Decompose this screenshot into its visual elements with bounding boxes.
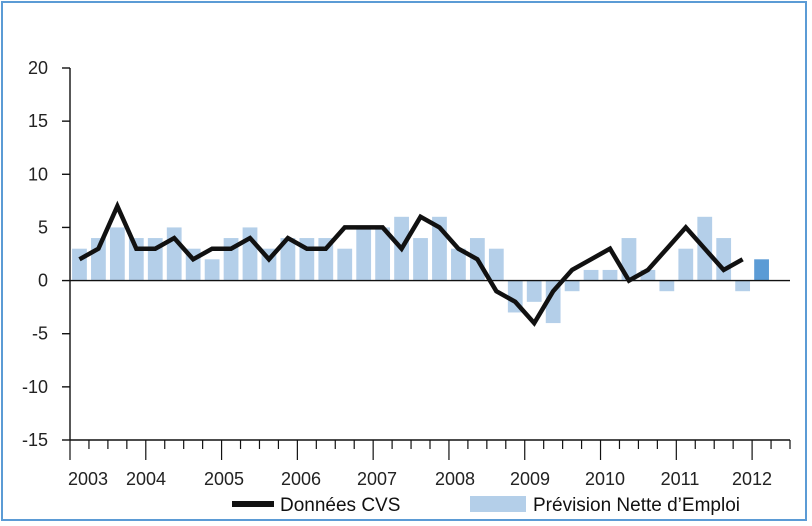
bar-prevision-37 — [754, 259, 769, 281]
x-year-label: 2010 — [585, 469, 625, 489]
bar-prevision-23 — [488, 248, 504, 281]
bar-series — [72, 216, 769, 324]
bar-prevision-31 — [640, 269, 656, 281]
bar-prevision-29 — [602, 269, 618, 281]
bar-prevision-21 — [451, 248, 466, 281]
x-year-label: 2008 — [435, 469, 475, 489]
y-tick-label: 0 — [38, 271, 48, 291]
y-tick-label: 5 — [38, 217, 48, 237]
x-year-label: 2003 — [68, 469, 108, 489]
y-tick-label: 10 — [28, 164, 48, 184]
y-tick-label: -5 — [32, 324, 48, 344]
legend-label-donnees-cvs: Données CVS — [280, 495, 400, 516]
bar-prevision-27 — [564, 280, 580, 292]
x-year-label: 2011 — [661, 469, 700, 489]
bar-prevision-32 — [659, 280, 675, 292]
y-tick-label: -10 — [22, 377, 48, 397]
x-year-label: 2006 — [281, 469, 321, 489]
bar-prevision-25 — [526, 280, 542, 302]
y-tick-label: 20 — [28, 58, 48, 78]
bar-prevision-33 — [678, 248, 694, 281]
bar-prevision-16 — [356, 227, 372, 281]
x-year-label: 2005 — [204, 469, 244, 489]
x-axis: 2003 2004 2005 2006 2007 2008 2009 2010 2011 2012 — [68, 439, 791, 489]
bar-prevision-30 — [621, 238, 637, 281]
bar-prevision-35 — [716, 238, 732, 281]
bar-prevision-8 — [204, 259, 220, 281]
y-tick-label: 15 — [28, 111, 48, 131]
line-series-donnees-cvs — [78, 200, 744, 327]
x-year-label: 2007 — [357, 469, 397, 489]
x-year-label: 2012 — [732, 469, 772, 489]
bar-prevision-6 — [166, 227, 182, 281]
bar-prevision-26 — [545, 280, 561, 324]
x-year-label: 2009 — [510, 469, 550, 489]
legend-label-prevision: Prévision Nette d’Emploi — [533, 495, 740, 516]
bar-prevision-17 — [375, 227, 391, 281]
y-axis: 20 15 10 5 0 -5 -10 -15 — [22, 58, 71, 450]
x-year-label: 2004 — [126, 469, 166, 489]
bar-prevision-10 — [242, 227, 258, 281]
bar-prevision-1 — [72, 248, 87, 281]
bar-prevision-3 — [109, 227, 125, 281]
y-tick-label: -15 — [22, 430, 48, 450]
bar-prevision-12 — [280, 238, 296, 281]
bar-prevision-36 — [735, 280, 751, 292]
bar-prevision-15 — [337, 248, 353, 281]
bar-prevision-28 — [583, 269, 599, 281]
legend: Données CVS Prévision Nette d’Emploi — [232, 495, 740, 516]
legend-swatch-prevision — [470, 496, 526, 512]
bar-prevision-19 — [413, 238, 428, 281]
